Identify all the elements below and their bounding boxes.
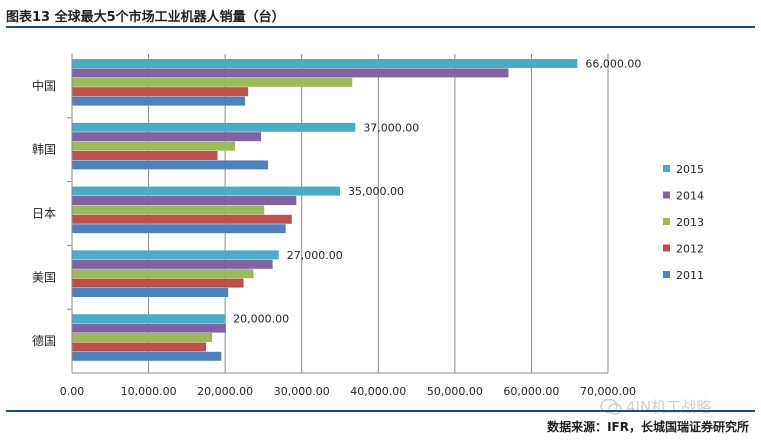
legend-label: 2014 [676, 190, 704, 203]
x-tick-label: 0.00 [60, 385, 85, 398]
bar-2012-2 [72, 214, 292, 224]
data-label: 35,000.00 [348, 185, 404, 198]
category-label: 中国 [32, 78, 56, 93]
legend-swatch-2013 [663, 218, 670, 225]
grid-layer [148, 54, 609, 373]
legend-label: 2013 [676, 216, 704, 229]
category-label: 日本 [32, 207, 56, 221]
source-note: 数据来源：IFR，长城国瑞证券研究所 [547, 420, 749, 434]
category-label: 美国 [32, 270, 56, 284]
bar-2011-2 [72, 224, 286, 234]
bar-2014-2 [72, 196, 297, 205]
x-tick-label: 10,000.00 [121, 385, 177, 398]
bar-2012-1 [72, 151, 218, 160]
x-tick-label: 40,000.00 [350, 385, 406, 398]
x-tick-label: 70,000.00 [580, 385, 636, 398]
category-label: 德国 [32, 333, 56, 348]
legend-swatch-2015 [663, 165, 670, 172]
x-tick-label: 30,000.00 [274, 385, 330, 398]
bar-2011-4 [72, 351, 222, 361]
footer-rule [6, 410, 755, 412]
category-label: 韩国 [32, 142, 56, 157]
watermark-text: 4IN机工战略 [626, 398, 712, 416]
bar-2014-4 [72, 323, 226, 333]
bar-2013-0 [72, 77, 353, 87]
bar-2015-3 [72, 250, 279, 260]
data-label: 66,000.00 [585, 58, 641, 71]
bar-2015-1 [72, 122, 356, 132]
bar-2013-4 [72, 333, 213, 342]
data-label: 37,000.00 [363, 121, 419, 134]
data-label: 20,000.00 [233, 313, 289, 326]
x-tick-label: 50,000.00 [427, 385, 483, 398]
legend-swatch-2011 [663, 271, 670, 278]
x-tick-label: 20,000.00 [197, 385, 253, 398]
header-rule [6, 26, 755, 28]
legend-swatch-2014 [663, 191, 670, 199]
bar-2015-0 [72, 59, 578, 68]
legend-swatch-2012 [663, 244, 670, 252]
bar-2015-2 [72, 186, 340, 196]
bar-2015-4 [72, 314, 226, 324]
x-tick-label: 60,000.00 [503, 385, 559, 398]
bar-2014-3 [72, 259, 273, 269]
bar-2012-0 [72, 87, 249, 97]
bar-2014-1 [72, 132, 262, 142]
figure-title: 图表13 全球最大5个市场工业机器人销量（台） [6, 10, 285, 25]
bar-2014-0 [72, 68, 509, 78]
data-label: 27,000.00 [287, 249, 343, 262]
wechat-icon [600, 398, 622, 415]
bar-2011-1 [72, 160, 269, 170]
bar-2012-3 [72, 278, 244, 288]
legend: 2015 2014 2013 2012 2011 [663, 163, 704, 282]
bar-2013-2 [72, 205, 265, 215]
bars-layer: 66,000.00 37,000.00 35,000.00 27,000.00 20,0… [72, 58, 641, 361]
bar-2011-3 [72, 288, 229, 297]
legend-label: 2015 [676, 163, 704, 176]
legend-label: 2011 [676, 269, 704, 282]
legend-label: 2012 [676, 243, 704, 256]
bar-2013-1 [72, 141, 236, 151]
bar-2013-3 [72, 269, 254, 279]
watermark: 4IN机工战略 [600, 396, 711, 417]
axis-layer: 0.00 10,000.00 20,000.00 30,000.00 40,000.00… [32, 54, 636, 398]
bar-2012-4 [72, 342, 206, 352]
bar-2011-0 [72, 96, 246, 106]
